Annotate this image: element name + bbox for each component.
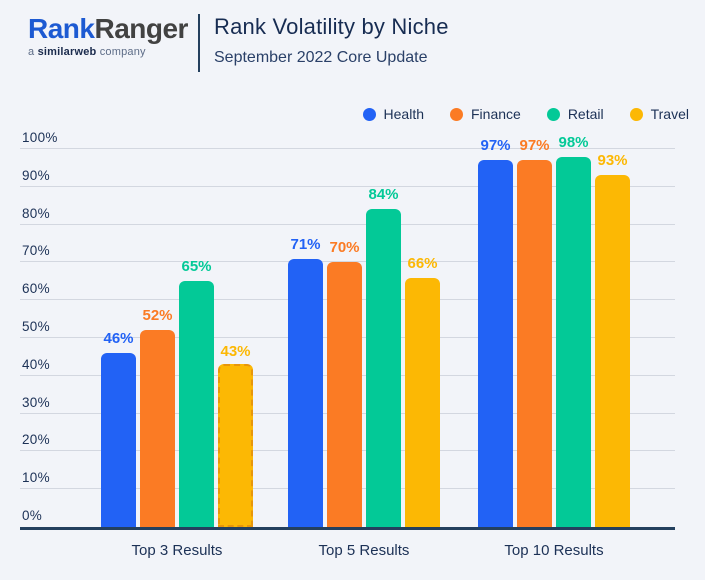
header-divider	[198, 14, 200, 72]
bar-value-label: 65%	[181, 258, 212, 276]
title-block: Rank Volatility by Niche September 2022 …	[214, 12, 449, 72]
legend-color-dot	[546, 107, 560, 121]
y-axis-tick-label: 70%	[22, 243, 50, 259]
bar-value-label: 97%	[480, 137, 511, 155]
y-axis-tick-label: 90%	[22, 167, 50, 183]
bar-value-label: 46%	[103, 330, 134, 348]
bar-value-label: 98%	[558, 133, 589, 151]
legend: Health Finance Retail Travel	[362, 106, 689, 122]
gridline	[20, 185, 675, 187]
legend-label: Health	[383, 106, 424, 122]
legend-label: Retail	[567, 106, 604, 122]
x-axis-category-label: Top 5 Results	[318, 542, 410, 559]
logo-ranger-text: Ranger	[94, 13, 188, 44]
x-axis-category-label: Top 3 Results	[131, 542, 223, 559]
y-axis-tick-label: 30%	[22, 394, 50, 410]
bar-group-top-5-results: 71% 70% 84% 66%	[288, 186, 440, 527]
legend-item-health[interactable]: Health	[362, 106, 424, 122]
legend-label: Travel	[650, 106, 689, 122]
bar-travel-top-10-results[interactable]: 93%	[595, 152, 630, 527]
legend-item-retail[interactable]: Retail	[546, 106, 604, 122]
bar-value-label: 84%	[368, 186, 399, 204]
bar-finance-top-10-results[interactable]: 97%	[517, 137, 552, 527]
page-title: Rank Volatility by Niche	[214, 14, 449, 39]
bar-value-label: 70%	[329, 239, 360, 257]
page-subtitle: September 2022 Core Update	[214, 49, 428, 66]
y-axis-tick-label: 20%	[22, 432, 50, 448]
logo-tagline-suffix: company	[96, 46, 146, 58]
bar-value-label: 66%	[407, 254, 438, 272]
plot-area: 0% 10% 20% 30% 40% 50% 60% 70% 80% 90% 100% 46% 52% 6…	[20, 130, 675, 559]
y-axis-tick-label: 60%	[22, 281, 50, 297]
bar-health-top-10-results[interactable]: 97%	[478, 137, 513, 527]
rankranger-logo[interactable]: RankRanger a similarweb company	[28, 12, 198, 72]
logo-tagline-prefix: a	[28, 46, 38, 58]
bar-retail-top-5-results[interactable]: 84%	[366, 186, 401, 527]
y-axis-tick-label: 50%	[22, 319, 50, 334]
y-axis-tick-label: 10%	[22, 470, 50, 486]
bar-value-label: 93%	[597, 152, 628, 170]
bar-health-top-5-results[interactable]: 71%	[288, 236, 323, 527]
similarweb-brand-text: similarweb	[37, 46, 97, 58]
y-axis-tick-label: 80%	[22, 205, 50, 221]
legend-item-travel[interactable]: Travel	[629, 106, 689, 122]
gridline	[20, 148, 675, 149]
legend-color-dot	[362, 107, 376, 121]
gridline	[20, 261, 675, 263]
y-axis-tick-label: 40%	[22, 356, 50, 372]
bar-health-top-3-results[interactable]: 46%	[101, 330, 136, 527]
legend-item-finance[interactable]: Finance	[450, 106, 521, 122]
bar-value-label: 71%	[290, 235, 321, 253]
bar-finance-top-5-results[interactable]: 70%	[327, 239, 362, 527]
gridline	[20, 223, 675, 225]
logo-rank-text: Rank	[28, 13, 95, 44]
bar-value-label: 97%	[519, 137, 550, 155]
y-axis-tick-label: 0%	[22, 508, 43, 523]
bar-retail-top-10-results[interactable]: 98%	[556, 134, 591, 527]
y-axis-tick-label: 100%	[22, 130, 58, 145]
bar-travel-top-5-results[interactable]: 66%	[405, 255, 440, 527]
x-axis-category-label: Top 10 Results	[504, 542, 604, 559]
bar-group-top-10-results: 97% 97% 98% 93%	[478, 134, 630, 527]
logo-wordmark: RankRanger	[28, 15, 198, 43]
bar-travel-top-3-results[interactable]: 43%	[218, 343, 253, 527]
bar-value-label: 52%	[142, 307, 173, 325]
bar-finance-top-3-results[interactable]: 52%	[140, 307, 175, 527]
header: RankRanger a similarweb company Rank Vol…	[28, 12, 449, 72]
logo-tagline: a similarweb company	[28, 46, 198, 58]
bar-value-label: 43%	[220, 343, 251, 361]
legend-label: Finance	[471, 106, 521, 122]
bar-group-top-3-results: 46% 52% 65% 43%	[101, 258, 253, 527]
bar-retail-top-3-results[interactable]: 65%	[179, 258, 214, 527]
legend-color-dot	[629, 107, 643, 121]
legend-color-dot	[450, 107, 463, 121]
